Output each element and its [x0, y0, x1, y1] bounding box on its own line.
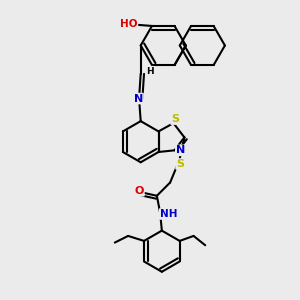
Text: S: S: [176, 159, 184, 169]
Text: NH: NH: [160, 209, 177, 219]
Text: O: O: [135, 186, 144, 196]
Text: N: N: [134, 94, 143, 103]
Text: HO: HO: [120, 19, 137, 29]
Text: S: S: [171, 114, 179, 124]
Text: N: N: [176, 145, 185, 155]
Text: H: H: [146, 67, 154, 76]
